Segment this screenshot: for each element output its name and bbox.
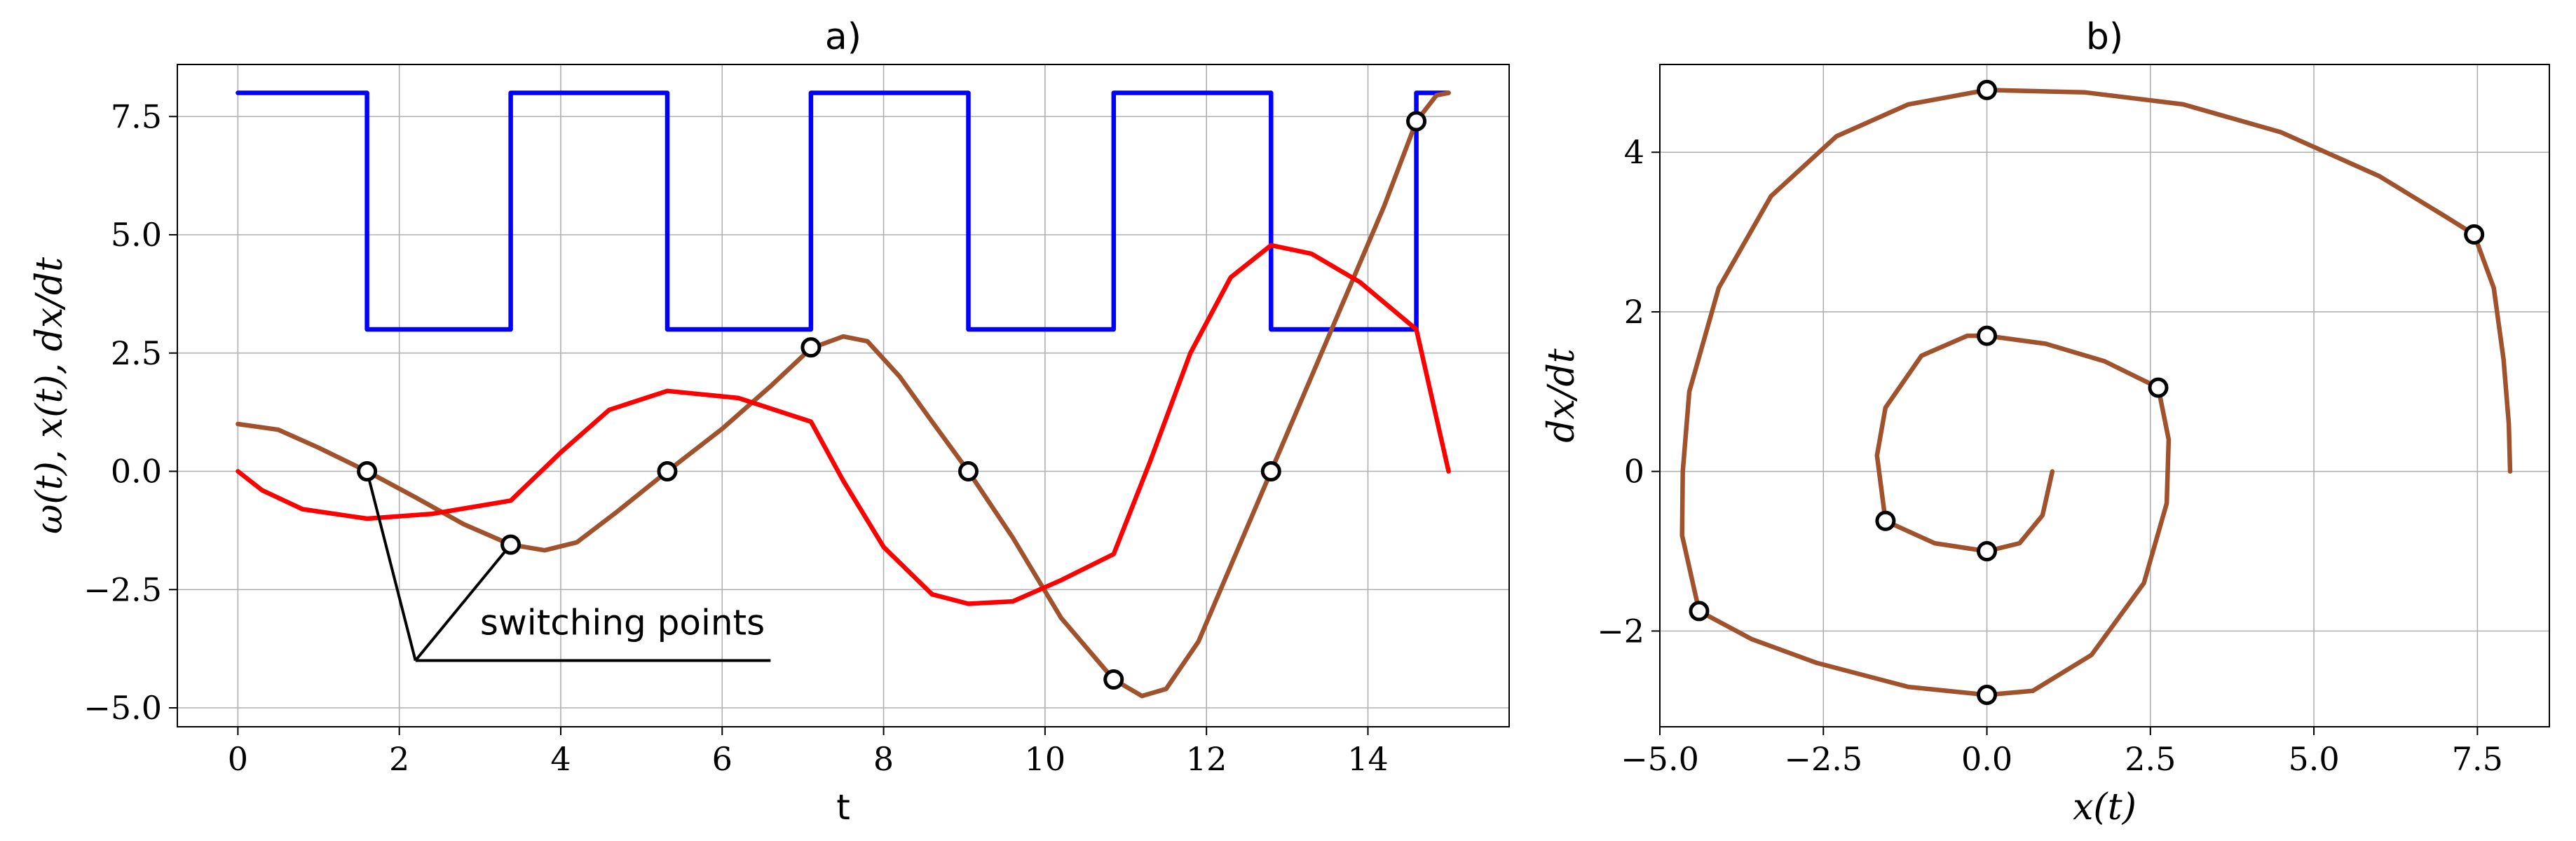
- panel-b-title: b): [2086, 16, 2123, 58]
- y-tick-label: −5.0: [83, 689, 162, 727]
- switching-point-marker: [958, 461, 979, 481]
- x-tick-label: 0.0: [1961, 740, 2012, 778]
- y-tick-label: 2.5: [111, 334, 162, 372]
- switching-point-marker: [657, 461, 678, 481]
- x-tick-label: 2: [389, 740, 409, 778]
- switching-point-marker: [1406, 111, 1427, 132]
- switching-points-label: switching points: [480, 602, 765, 643]
- panel-a-time-series: switching points 0 2 4 6 8 10 12 14 −5.0 −2.5 0.0 2…: [29, 16, 1510, 828]
- panel-b-switching-markers: [1689, 79, 2485, 705]
- panel-a-x-axis-label: t: [836, 787, 850, 828]
- series-dxdt-line: [236, 242, 1451, 606]
- annotation-arrow-line: [365, 471, 417, 661]
- switching-point-marker: [1103, 669, 1124, 690]
- panel-a-switching-markers: [357, 111, 1427, 690]
- panel-a-series: [236, 90, 1451, 699]
- x-tick-label: 8: [873, 740, 894, 778]
- panel-b-x-axis-label: x(t): [2073, 786, 2137, 828]
- panel-b-grid: [1659, 64, 2549, 727]
- series-omega-line: [236, 90, 1451, 332]
- panel-a-title: a): [825, 16, 861, 58]
- x-tick-label: 10: [1025, 740, 1066, 778]
- panel-a-grid: [177, 64, 1509, 727]
- panel-b-frame: [1659, 64, 2550, 727]
- y-tick-label: 5.0: [111, 216, 162, 254]
- switching-point-marker: [800, 337, 822, 358]
- panel-b-y-axis-label: dx/dt: [1541, 348, 1583, 442]
- x-tick-label: −2.5: [1784, 740, 1862, 778]
- panel-b-phase-portrait: −5.0 −2.5 0.0 2.5 5.0 7.5 −2 0 2 4 b) x(t) dx/dt: [1541, 16, 2550, 828]
- switching-point-marker: [1260, 461, 1281, 481]
- y-tick-label: 0.0: [111, 453, 162, 491]
- switching-point-marker: [1875, 510, 1896, 531]
- x-tick-label: −5.0: [1621, 740, 1699, 778]
- x-tick-label: 5.0: [2289, 740, 2340, 778]
- y-tick-label: 0: [1624, 453, 1644, 491]
- y-tick-label: 7.5: [111, 97, 162, 135]
- switching-point-marker: [1689, 601, 1710, 622]
- x-tick-label: 6: [712, 740, 732, 778]
- x-tick-label: 0: [228, 740, 248, 778]
- annotation-arrow-line: [414, 543, 512, 662]
- switching-point-marker: [357, 461, 378, 481]
- x-tick-label: 4: [550, 740, 571, 778]
- x-tick-label: 7.5: [2452, 740, 2503, 778]
- panel-a-frame: [177, 64, 1510, 727]
- switching-point-marker: [1977, 541, 1998, 562]
- series-x-line: [236, 90, 1451, 699]
- switching-point-marker: [1977, 79, 1998, 100]
- switching-point-marker: [2148, 377, 2169, 398]
- switching-point-marker: [1977, 684, 1998, 705]
- panel-b-ticks: −5.0 −2.5 0.0 2.5 5.0 7.5 −2 0 2 4: [1597, 133, 2503, 778]
- y-tick-label: −2.5: [83, 570, 162, 608]
- x-tick-label: 14: [1347, 740, 1389, 778]
- y-tick-label: 2: [1624, 293, 1644, 331]
- switching-point-marker: [2464, 224, 2485, 245]
- switching-point-marker: [500, 534, 522, 555]
- x-tick-label: 12: [1186, 740, 1227, 778]
- panel-a-y-axis-label: ω(t), x(t), dx/dt: [29, 257, 71, 534]
- y-tick-label: 4: [1624, 133, 1644, 171]
- panel-b-series: [1679, 88, 2513, 697]
- x-tick-label: 2.5: [2125, 740, 2176, 778]
- panel-a-ticks: 0 2 4 6 8 10 12 14 −5.0 −2.5 0.0 2.5 5.0 7.5: [83, 97, 1388, 778]
- switching-points-annotation: switching points: [365, 471, 771, 662]
- y-tick-label: −2: [1597, 612, 1644, 650]
- switching-point-marker: [1977, 325, 1998, 346]
- series-phase-line: [1679, 88, 2513, 697]
